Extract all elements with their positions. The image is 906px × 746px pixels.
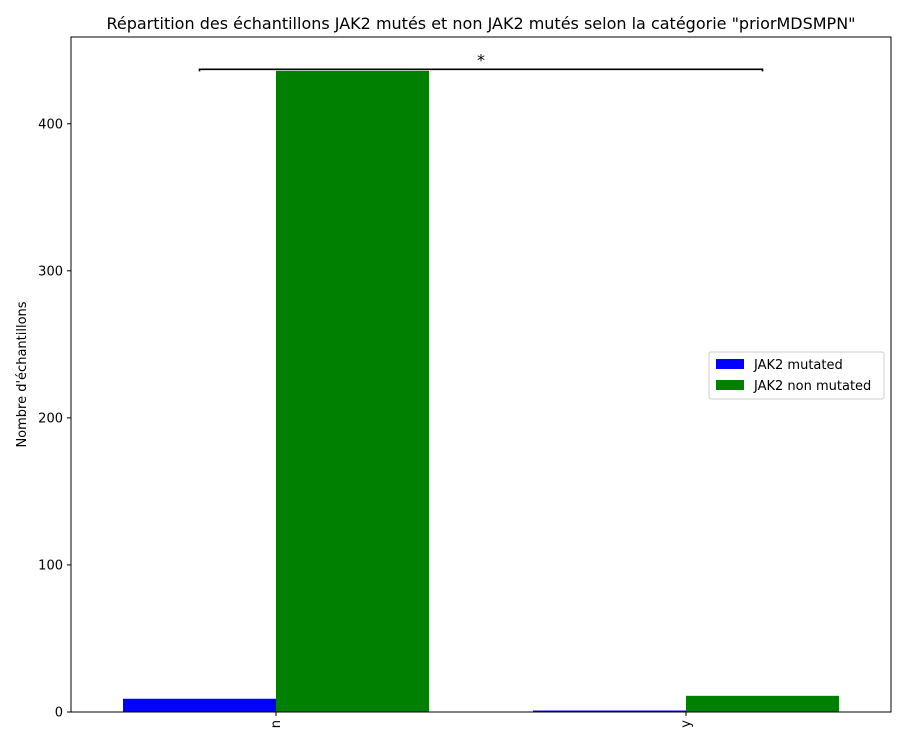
bar-n-series-2 [276,70,429,712]
plot-area: 0 100 200 300 400 n y * [38,36,892,728]
chart-title: Répartition des échantillons JAK2 mutés … [106,14,855,33]
bar-y-series-2 [686,695,839,712]
significance-bracket [198,68,764,72]
y-tick-label: 200 [38,411,63,426]
y-tick-label: 400 [38,117,63,132]
y-tick-label: 100 [38,558,63,573]
significance-marker: * [477,50,485,69]
legend-swatch-1 [716,359,744,369]
y-tick-label: 0 [55,706,63,721]
x-tick-label: y [679,720,694,728]
legend-box [708,351,885,400]
legend-entry-1: JAK2 mutated [753,358,843,373]
legend: JAK2 mutated JAK2 non mutated [708,351,885,400]
x-tick-label: n [269,720,284,728]
y-axis-label: Nombre d'échantillons [15,301,30,447]
plot-frame [70,36,892,713]
legend-entry-2: JAK2 non mutated [753,379,871,394]
legend-swatch-2 [716,380,744,390]
y-tick-label: 300 [38,264,63,279]
bar-y-series-1 [533,710,686,712]
bar-n-series-1 [123,698,276,712]
